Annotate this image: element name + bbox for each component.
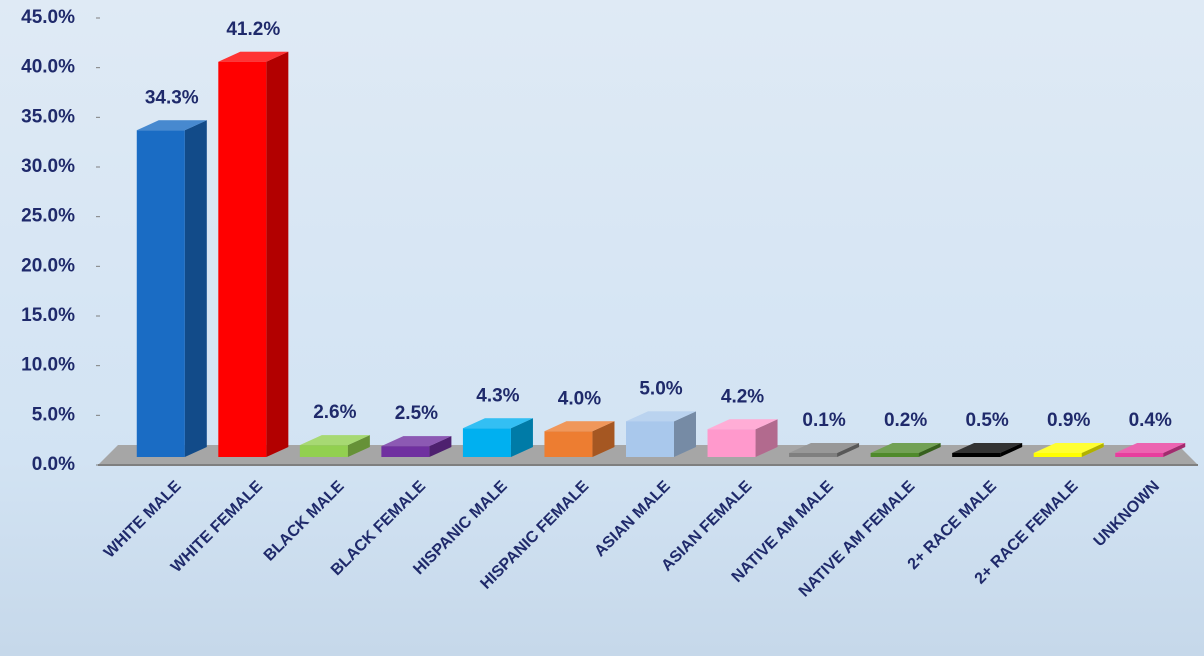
y-tick-label: 40.0% — [21, 57, 75, 78]
bar — [789, 453, 837, 457]
value-label: 0.4% — [1129, 410, 1172, 431]
y-tick-label: 20.0% — [21, 255, 75, 276]
y-tick-label: 15.0% — [21, 305, 75, 326]
bar-side-shade — [266, 52, 288, 457]
bar — [1034, 453, 1082, 457]
bar — [463, 428, 511, 457]
value-label: 0.1% — [802, 410, 845, 431]
bar — [1115, 453, 1163, 457]
y-tick-label: 25.0% — [21, 206, 75, 227]
y-tick-label: 0.0% — [32, 454, 75, 475]
bar-side-shade — [185, 120, 207, 457]
chart: 0.0% 5.0% 10.0% 15.0% 20.0% 25.0% 30.0% 35.0% 40… — [0, 0, 1204, 656]
value-label: 41.2% — [226, 19, 280, 40]
bar — [708, 429, 756, 457]
value-label: 0.9% — [1047, 410, 1090, 431]
value-label: 5.0% — [639, 378, 682, 399]
value-label: 0.2% — [884, 410, 927, 431]
value-label: 4.0% — [558, 388, 601, 409]
bar — [871, 453, 919, 457]
value-label: 4.3% — [476, 385, 519, 406]
bar — [218, 62, 266, 457]
bar — [626, 421, 674, 457]
value-label: 2.5% — [395, 403, 438, 424]
bar — [544, 431, 592, 457]
y-tick-label: 45.0% — [21, 7, 75, 28]
bar — [137, 130, 185, 457]
y-tick-label: 30.0% — [21, 156, 75, 177]
value-label: 34.3% — [145, 87, 199, 108]
bar — [300, 445, 348, 457]
value-label: 2.6% — [313, 402, 356, 423]
value-label: 0.5% — [965, 410, 1008, 431]
bar — [381, 446, 429, 457]
y-tick-label: 10.0% — [21, 355, 75, 376]
y-tick-label: 5.0% — [32, 404, 75, 425]
bar — [952, 453, 1000, 457]
value-label: 4.2% — [721, 386, 764, 407]
y-tick-label: 35.0% — [21, 106, 75, 127]
